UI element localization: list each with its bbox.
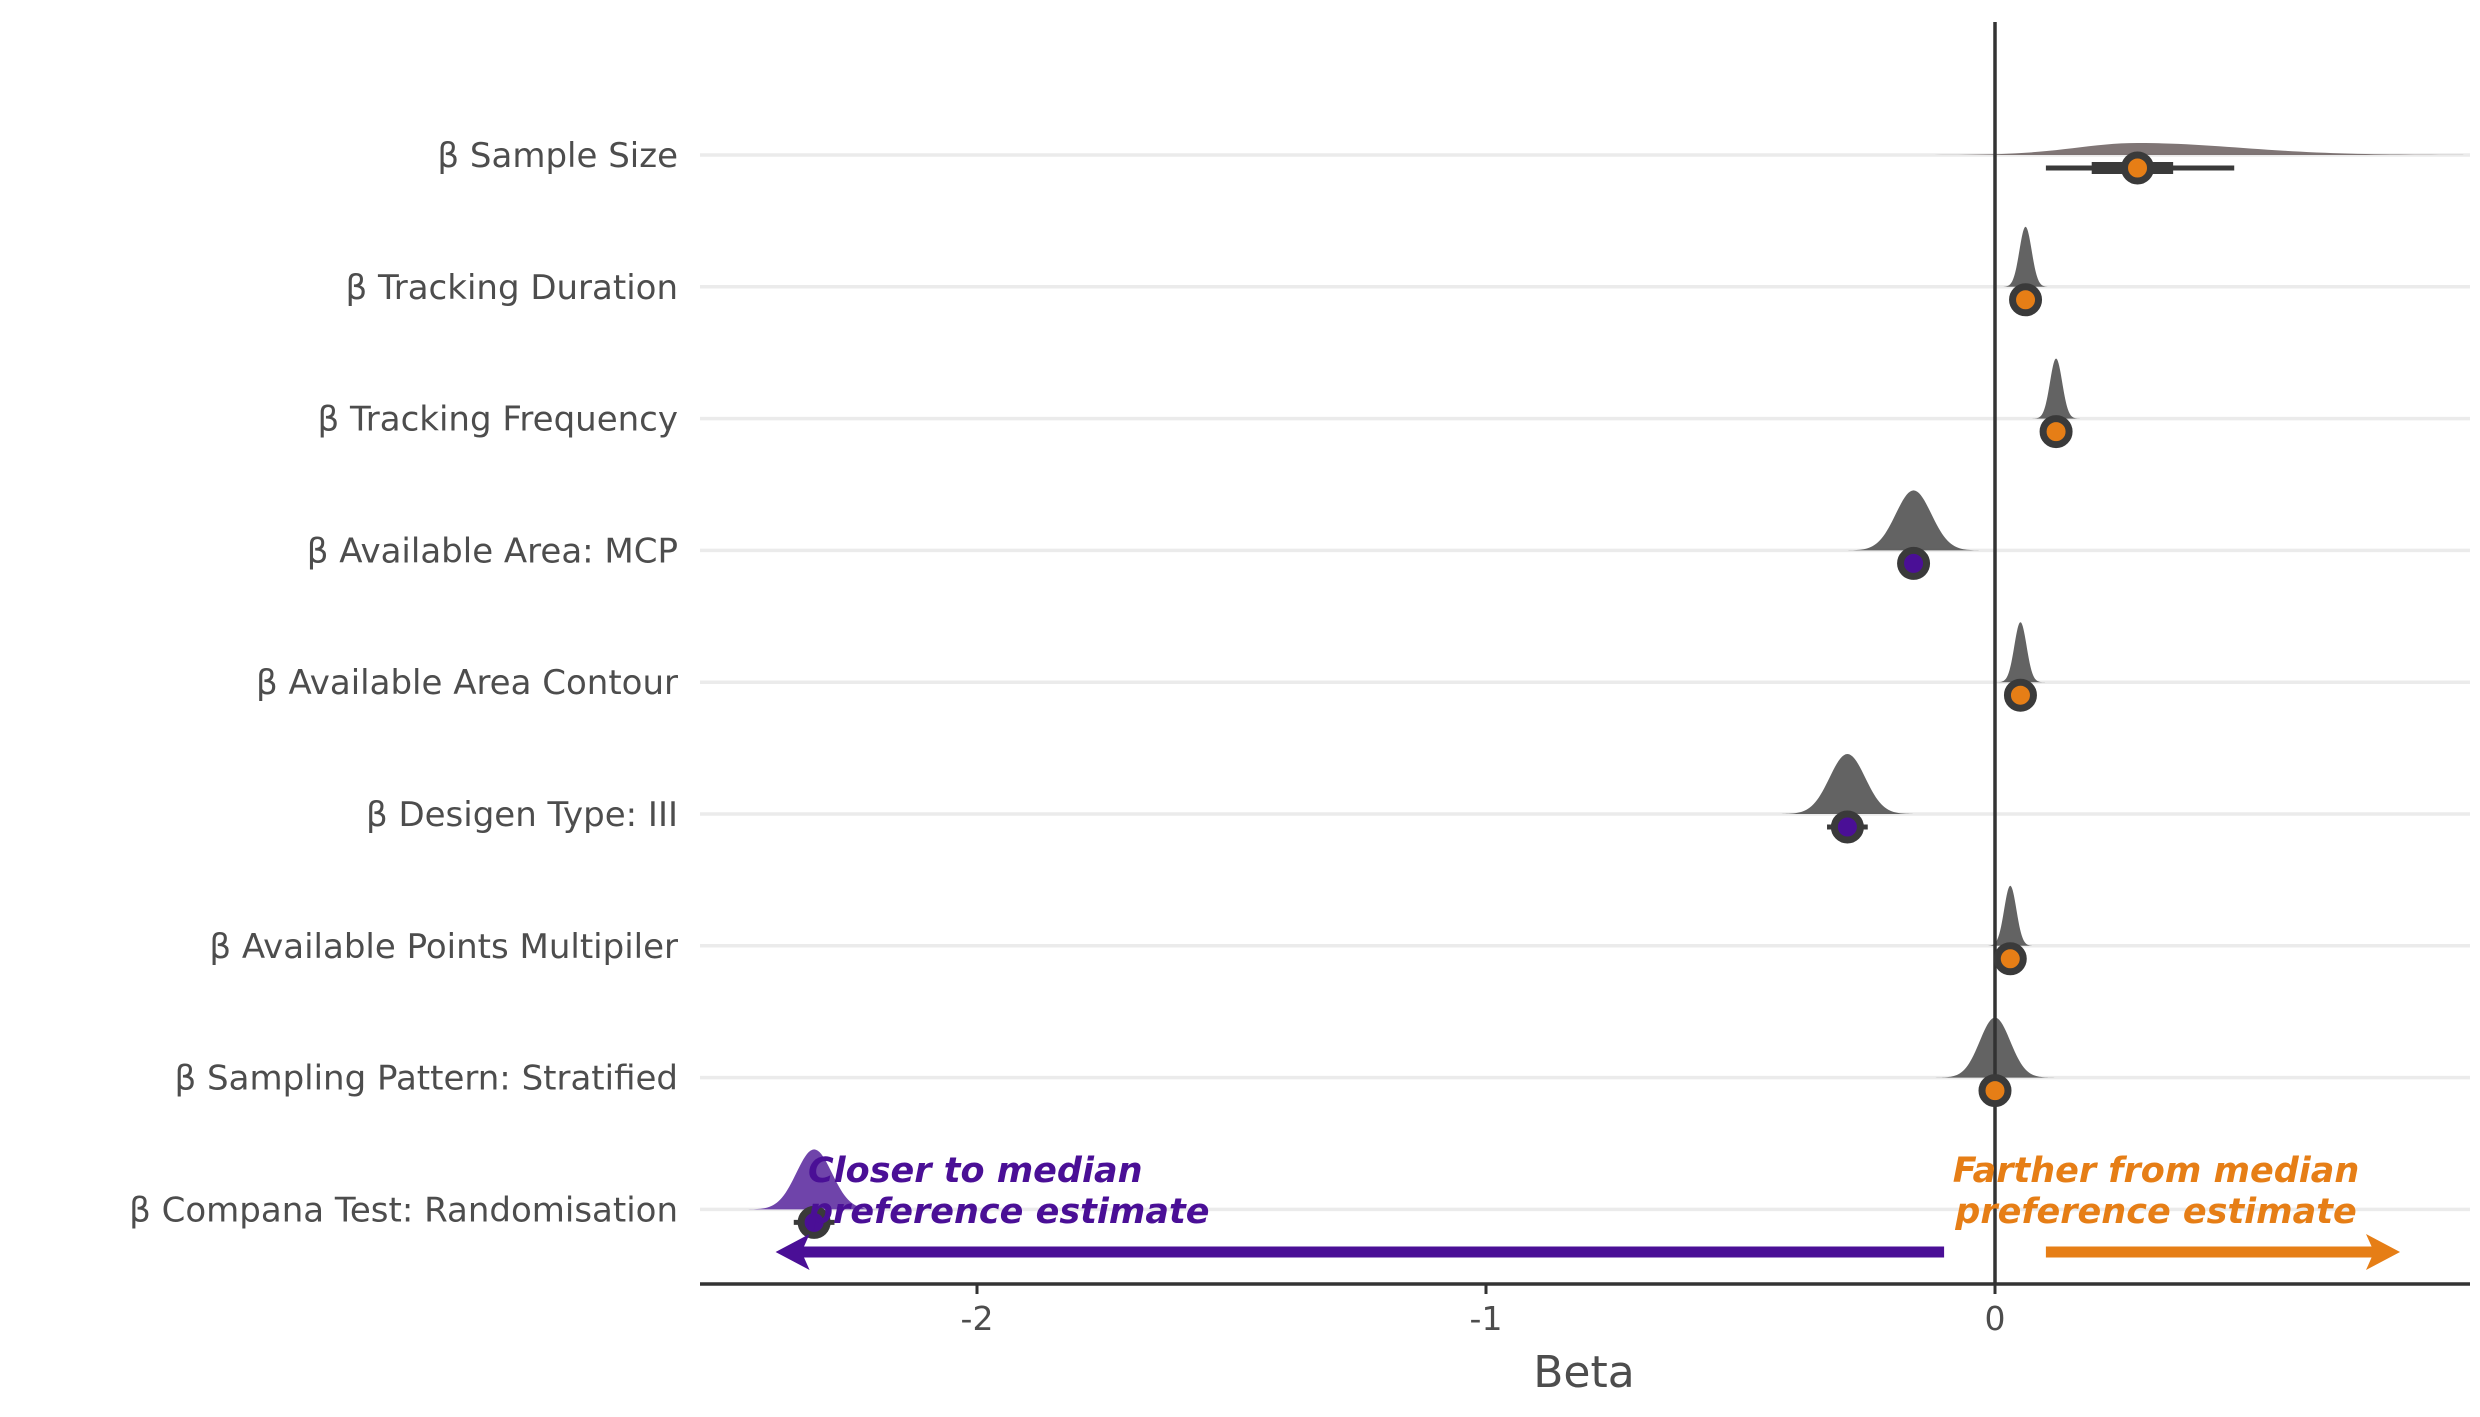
- violin-layer: [742, 143, 2464, 1210]
- y-axis-label: β Tracking Frequency: [317, 400, 678, 440]
- farther-annotation-line1: Farther from median: [1953, 1151, 2360, 1191]
- violin-density: [1996, 622, 2045, 683]
- violin-density: [742, 1149, 886, 1210]
- median-point: [1897, 546, 1931, 580]
- violin-density: [1985, 885, 2035, 946]
- y-axis-label: β Available Area: MCP: [307, 531, 678, 571]
- farther-annotation-line2: preference estimate: [1954, 1192, 2356, 1232]
- closer-annotation-line2: preference estimate: [807, 1192, 1209, 1232]
- y-axis-label: β Desigen Type: III: [366, 795, 678, 835]
- grid-layer: [700, 153, 2470, 1212]
- median-point: [1830, 810, 1864, 844]
- median-point: [2003, 678, 2037, 712]
- x-axis-ticks: -2 -1 0: [961, 1284, 2006, 1338]
- median-point: [2121, 151, 2155, 185]
- violin-density: [1842, 490, 1985, 551]
- closer-annotation-line1: Closer to median: [808, 1151, 1143, 1191]
- y-axis-label: β Compana Test: Randomisation: [129, 1190, 678, 1230]
- median-point: [1978, 1074, 2012, 1108]
- violin-density: [2001, 226, 2050, 287]
- x-tick-label: 0: [1985, 1299, 2006, 1338]
- median-point: [1993, 942, 2027, 976]
- direction-arrows: [775, 1234, 2401, 1270]
- median-point: [2039, 415, 2073, 449]
- x-axis-title: Beta: [1533, 1347, 1634, 1398]
- median-point: [2009, 283, 2043, 317]
- y-axis-labels: β Sample Size β Tracking Duration β Tracki…: [129, 136, 678, 1230]
- violin-density: [2031, 358, 2081, 419]
- closer-arrow-head: [775, 1234, 810, 1270]
- x-tick-label: -1: [1470, 1299, 1503, 1338]
- y-axis-label: β Sampling Pattern: Stratified: [175, 1059, 678, 1099]
- interval-layer: [793, 151, 2235, 1239]
- y-axis-label: β Available Area Contour: [256, 663, 678, 703]
- violin-density: [1811, 143, 2464, 155]
- violin-density: [1776, 754, 1919, 814]
- y-axis-label: β Tracking Duration: [345, 268, 678, 308]
- farther-arrow-head: [2366, 1234, 2401, 1270]
- x-tick-label: -2: [961, 1299, 994, 1338]
- y-axis-label: β Sample Size: [437, 136, 678, 176]
- axis-layer: [700, 22, 2470, 1286]
- median-point: [797, 1205, 831, 1239]
- y-axis-label: β Available Points Multipiler: [209, 927, 678, 967]
